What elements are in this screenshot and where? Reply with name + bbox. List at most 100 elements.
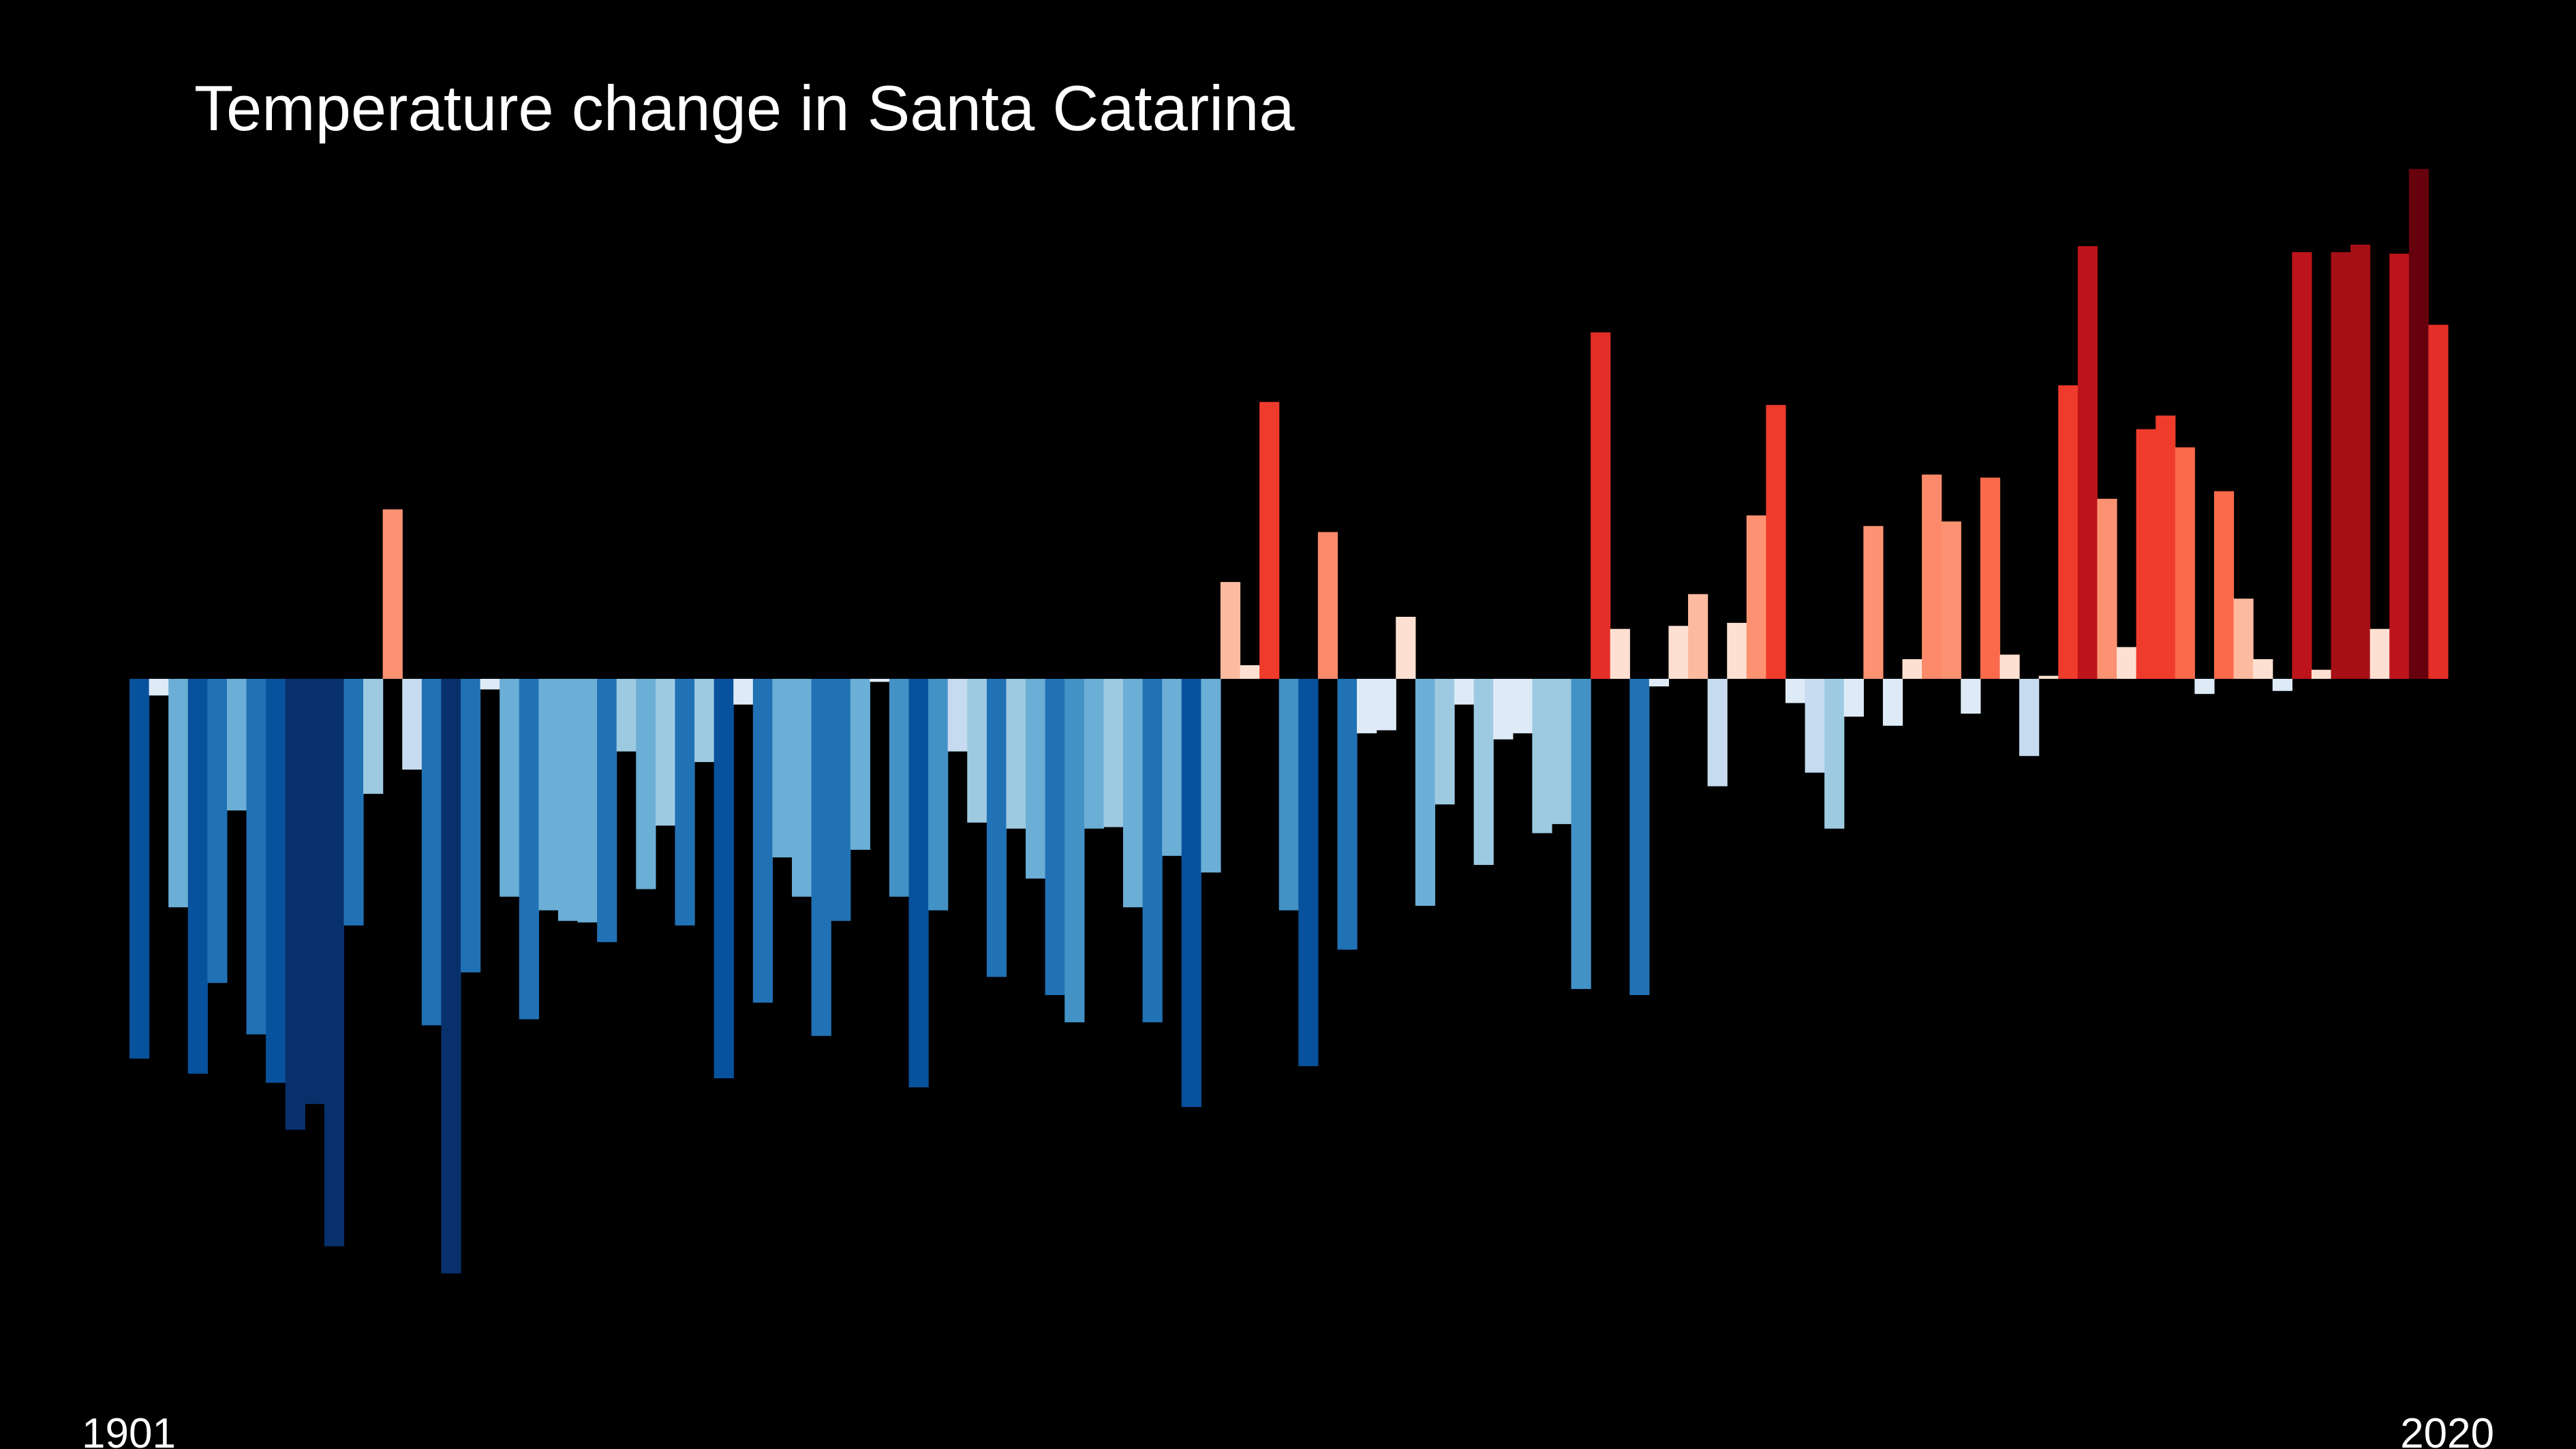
bar-1966 xyxy=(1396,616,1416,679)
bar-1949 xyxy=(1064,679,1085,1022)
bar-1991 xyxy=(1882,679,1903,726)
bar-1986 xyxy=(1785,679,1806,703)
bar-1938 xyxy=(850,679,870,850)
bar-1930 xyxy=(694,679,715,763)
bar-1969 xyxy=(1454,679,1475,705)
bar-1958 xyxy=(1240,665,1260,679)
bar-1937 xyxy=(831,679,851,921)
bar-1905 xyxy=(207,679,228,983)
bar-1922 xyxy=(538,679,559,911)
chart-title: Temperature change in Santa Catarina xyxy=(194,72,1295,144)
bar-1910 xyxy=(305,679,325,1104)
bar-2010 xyxy=(2253,659,2273,679)
bar-1924 xyxy=(577,679,598,923)
bar-1936 xyxy=(811,679,831,1036)
bar-1941 xyxy=(908,679,929,1088)
bar-1995 xyxy=(1961,679,1981,714)
bar-1973 xyxy=(1532,679,1552,834)
bar-1978 xyxy=(1629,679,1650,995)
bar-1928 xyxy=(655,679,676,826)
bar-1987 xyxy=(1805,679,1825,773)
bar-1965 xyxy=(1376,679,1396,731)
bar-1954 xyxy=(1162,679,1182,856)
bar-2006 xyxy=(2175,447,2195,679)
bar-1902 xyxy=(149,679,169,696)
bar-1932 xyxy=(733,679,754,705)
bar-1945 xyxy=(986,679,1007,977)
bar-2008 xyxy=(2213,491,2235,679)
bar-1980 xyxy=(1668,626,1689,679)
bar-1971 xyxy=(1493,679,1514,739)
bar-1968 xyxy=(1435,679,1455,805)
bar-1911 xyxy=(324,679,345,1247)
bar-1919 xyxy=(480,679,500,690)
bar-1997 xyxy=(1999,654,2020,679)
bar-1952 xyxy=(1123,679,1144,908)
bar-1918 xyxy=(461,679,481,973)
bar-1913 xyxy=(363,679,384,794)
bar-1939 xyxy=(870,679,890,682)
bar-1977 xyxy=(1610,628,1630,679)
bar-1963 xyxy=(1337,679,1358,950)
bar-2009 xyxy=(2233,598,2254,679)
bar-1944 xyxy=(967,679,987,823)
bar-2019 xyxy=(2428,324,2449,679)
bar-1983 xyxy=(1727,622,1747,679)
bar-1956 xyxy=(1201,679,1221,873)
bar-1917 xyxy=(441,679,461,1274)
bar-1951 xyxy=(1103,679,1124,827)
bar-1912 xyxy=(343,679,364,926)
bar-2007 xyxy=(2194,679,2215,695)
bar-1970 xyxy=(1473,679,1494,866)
bar-1948 xyxy=(1045,679,1065,995)
bar-2005 xyxy=(2156,415,2176,679)
bar-2015 xyxy=(2350,244,2371,679)
bar-1957 xyxy=(1220,581,1241,679)
bar-1915 xyxy=(402,679,423,770)
bar-1923 xyxy=(557,679,579,921)
bar-1981 xyxy=(1688,594,1708,679)
bar-1962 xyxy=(1317,532,1338,679)
bar-1909 xyxy=(285,679,305,1130)
x-tick-label-end: 2020 xyxy=(2400,1410,2494,1449)
bar-2013 xyxy=(2311,669,2332,679)
bar-1955 xyxy=(1181,679,1201,1108)
bar-1996 xyxy=(1980,477,2001,679)
bar-1961 xyxy=(1298,679,1319,1067)
bar-1982 xyxy=(1707,679,1728,787)
bar-1934 xyxy=(772,679,793,857)
bar-2016 xyxy=(2370,628,2390,679)
bar-2003 xyxy=(2117,647,2137,679)
bar-1942 xyxy=(928,679,949,911)
bar-1920 xyxy=(500,679,520,897)
bar-1984 xyxy=(1746,515,1767,679)
bar-1947 xyxy=(1026,679,1046,879)
bar-1946 xyxy=(1006,679,1026,829)
bar-1976 xyxy=(1591,332,1611,679)
bar-1908 xyxy=(266,679,286,1083)
bar-1999 xyxy=(2038,675,2059,679)
bar-1989 xyxy=(1843,679,1864,717)
bar-2004 xyxy=(2136,429,2156,679)
bar-1933 xyxy=(752,679,773,1003)
bar-1979 xyxy=(1649,679,1670,687)
x-tick-label-start: 1901 xyxy=(82,1410,176,1449)
bar-1940 xyxy=(889,679,910,897)
bar-1904 xyxy=(187,679,208,1074)
bar-2012 xyxy=(2292,251,2312,680)
bar-1992 xyxy=(1902,659,1922,679)
bar-1959 xyxy=(1259,401,1280,679)
bar-1903 xyxy=(168,679,189,908)
bar-1926 xyxy=(616,679,637,752)
bar-1953 xyxy=(1142,679,1163,1022)
bar-1972 xyxy=(1512,679,1533,733)
bar-1901 xyxy=(129,679,150,1059)
bar-2018 xyxy=(2408,168,2429,680)
bar-1974 xyxy=(1551,679,1572,825)
bar-1985 xyxy=(1766,405,1786,679)
bar-2002 xyxy=(2097,498,2117,679)
bar-1998 xyxy=(2019,679,2040,757)
bar-2001 xyxy=(2077,246,2098,680)
